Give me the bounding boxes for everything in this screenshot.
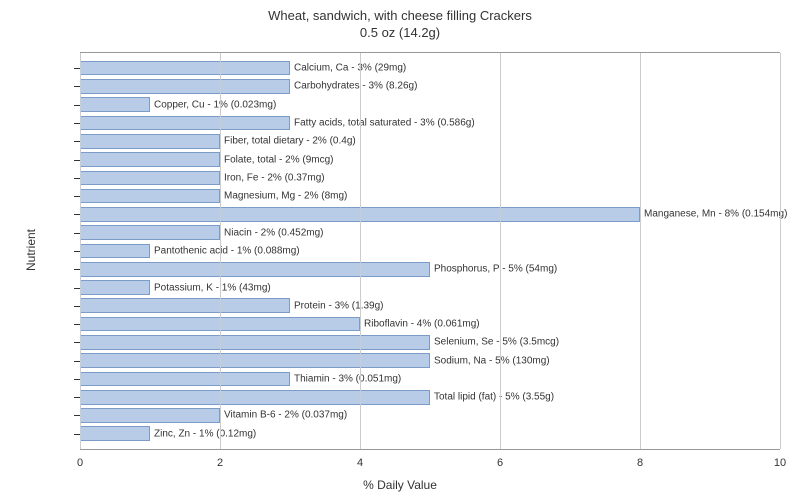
bar xyxy=(80,79,290,94)
x-tick-label: 10 xyxy=(774,457,786,469)
bar-label: Fatty acids, total saturated - 3% (0.586… xyxy=(294,117,475,128)
bar-label: Selenium, Se - 5% (3.5mcg) xyxy=(434,337,559,348)
bar xyxy=(80,152,220,167)
bar xyxy=(80,225,220,240)
bar xyxy=(80,116,290,131)
bar-label: Carbohydrates - 3% (8.26g) xyxy=(294,81,417,92)
bar-row: Fatty acids, total saturated - 3% (0.586… xyxy=(80,114,780,132)
chart-container: Wheat, sandwich, with cheese filling Cra… xyxy=(0,0,800,500)
bar-row: Copper, Cu - 1% (0.023mg) xyxy=(80,96,780,114)
gridline xyxy=(500,53,501,449)
bar-label: Calcium, Ca - 3% (29mg) xyxy=(294,63,406,74)
bar-row: Zinc, Zn - 1% (0.12mg) xyxy=(80,425,780,443)
bar-row: Total lipid (fat) - 5% (3.55g) xyxy=(80,388,780,406)
plot-area: Calcium, Ca - 3% (29mg) Carbohydrates - 3… xyxy=(80,52,780,450)
bar xyxy=(80,372,290,387)
x-tick-label: 0 xyxy=(77,457,83,469)
bar-label: Riboflavin - 4% (0.061mg) xyxy=(364,319,480,330)
bar-label: Total lipid (fat) - 5% (3.55g) xyxy=(434,392,554,403)
bar-label: Phosphorus, P - 5% (54mg) xyxy=(434,264,557,275)
bar xyxy=(80,353,430,368)
bar-row: Riboflavin - 4% (0.061mg) xyxy=(80,315,780,333)
bar-label: Fiber, total dietary - 2% (0.4g) xyxy=(224,136,356,147)
bar-row: Sodium, Na - 5% (130mg) xyxy=(80,352,780,370)
bar xyxy=(80,171,220,186)
bar xyxy=(80,408,220,423)
bar-row: Vitamin B-6 - 2% (0.037mg) xyxy=(80,406,780,424)
bar xyxy=(80,189,220,204)
gridline xyxy=(80,53,81,449)
title-line2: 0.5 oz (14.2g) xyxy=(0,25,800,42)
bar-row: Niacin - 2% (0.452mg) xyxy=(80,224,780,242)
bar xyxy=(80,298,290,313)
x-tick-label: 2 xyxy=(217,457,223,469)
bar-label: Copper, Cu - 1% (0.023mg) xyxy=(154,99,276,110)
x-tick-label: 8 xyxy=(637,457,643,469)
bar-row: Carbohydrates - 3% (8.26g) xyxy=(80,77,780,95)
bar-label: Niacin - 2% (0.452mg) xyxy=(224,227,323,238)
bar-row: Iron, Fe - 2% (0.37mg) xyxy=(80,169,780,187)
bar-label: Iron, Fe - 2% (0.37mg) xyxy=(224,172,325,183)
bar xyxy=(80,335,430,350)
bar-label: Vitamin B-6 - 2% (0.037mg) xyxy=(224,410,347,421)
bar xyxy=(80,390,430,405)
bar xyxy=(80,134,220,149)
bar-row: Fiber, total dietary - 2% (0.4g) xyxy=(80,132,780,150)
bar-row: Thiamin - 3% (0.051mg) xyxy=(80,370,780,388)
bar-row: Manganese, Mn - 8% (0.154mg) xyxy=(80,205,780,223)
gridline xyxy=(220,53,221,449)
bar-label: Folate, total - 2% (9mcg) xyxy=(224,154,333,165)
bar xyxy=(80,280,150,295)
bar-row: Pantothenic acid - 1% (0.088mg) xyxy=(80,242,780,260)
x-axis-label: % Daily Value xyxy=(363,478,437,492)
gridline xyxy=(640,53,641,449)
bar-row: Protein - 3% (1.39g) xyxy=(80,297,780,315)
bar-label: Magnesium, Mg - 2% (8mg) xyxy=(224,191,347,202)
x-tick-label: 4 xyxy=(357,457,363,469)
gridline xyxy=(780,53,781,449)
bar xyxy=(80,262,430,277)
bar xyxy=(80,97,150,112)
bar-label: Zinc, Zn - 1% (0.12mg) xyxy=(154,428,256,439)
bar xyxy=(80,61,290,76)
bar-row: Folate, total - 2% (9mcg) xyxy=(80,150,780,168)
bar-label: Pantothenic acid - 1% (0.088mg) xyxy=(154,245,300,256)
bar-label: Sodium, Na - 5% (130mg) xyxy=(434,355,550,366)
bars-group: Calcium, Ca - 3% (29mg) Carbohydrates - 3… xyxy=(80,59,780,443)
bar-row: Selenium, Se - 5% (3.5mcg) xyxy=(80,333,780,351)
y-axis-label: Nutrient xyxy=(24,229,38,271)
bar xyxy=(80,426,150,441)
bar-row: Phosphorus, P - 5% (54mg) xyxy=(80,260,780,278)
bar-row: Calcium, Ca - 3% (29mg) xyxy=(80,59,780,77)
bar-label: Potassium, K - 1% (43mg) xyxy=(154,282,271,293)
bar xyxy=(80,244,150,259)
bar-label: Protein - 3% (1.39g) xyxy=(294,300,384,311)
gridline xyxy=(360,53,361,449)
bar-label: Thiamin - 3% (0.051mg) xyxy=(294,373,401,384)
x-tick-label: 6 xyxy=(497,457,503,469)
bar-row: Potassium, K - 1% (43mg) xyxy=(80,278,780,296)
bar-label: Manganese, Mn - 8% (0.154mg) xyxy=(644,209,787,220)
bar-row: Magnesium, Mg - 2% (8mg) xyxy=(80,187,780,205)
title-line1: Wheat, sandwich, with cheese filling Cra… xyxy=(0,8,800,25)
chart-title: Wheat, sandwich, with cheese filling Cra… xyxy=(0,0,800,42)
